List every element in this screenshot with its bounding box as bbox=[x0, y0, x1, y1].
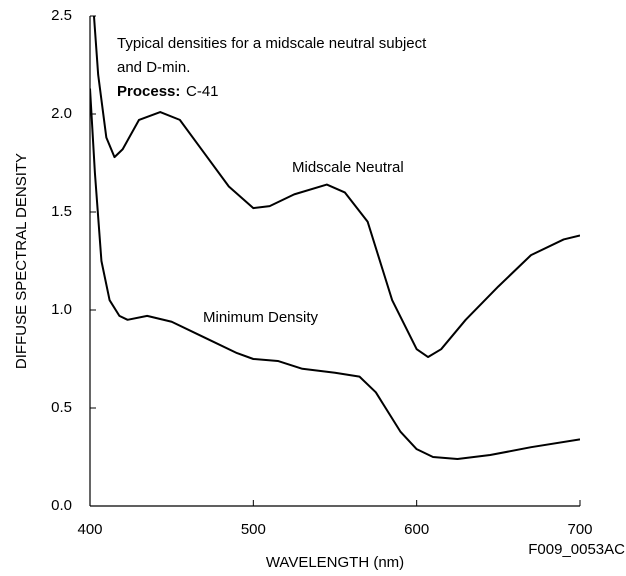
series-label: Minimum Density bbox=[203, 309, 319, 326]
process-label: Process: bbox=[117, 83, 180, 100]
annotation: Typical densities for a midscale neutral… bbox=[117, 35, 427, 52]
y-tick-label: 1.0 bbox=[51, 301, 72, 318]
data-line bbox=[90, 88, 580, 460]
x-tick-label: 700 bbox=[567, 521, 592, 538]
process-value: C-41 bbox=[186, 83, 219, 100]
y-tick-label: 2.5 bbox=[51, 7, 72, 24]
y-tick-label: 0.0 bbox=[51, 497, 72, 514]
y-tick-label: 2.0 bbox=[51, 105, 72, 122]
x-tick-label: 600 bbox=[404, 521, 429, 538]
annotation: and D-min. bbox=[117, 59, 190, 76]
y-tick-label: 1.5 bbox=[51, 203, 72, 220]
y-tick-label: 0.5 bbox=[51, 399, 72, 416]
figure-code: F009_0053AC bbox=[528, 541, 625, 558]
x-tick-label: 400 bbox=[77, 521, 102, 538]
plot-area bbox=[90, 16, 580, 460]
series-label: Midscale Neutral bbox=[292, 159, 404, 176]
data-line bbox=[92, 16, 580, 359]
x-axis-label: WAVELENGTH (nm) bbox=[266, 554, 404, 571]
y-axis-label: DIFFUSE SPECTRAL DENSITY bbox=[13, 153, 30, 369]
x-tick-label: 500 bbox=[241, 521, 266, 538]
